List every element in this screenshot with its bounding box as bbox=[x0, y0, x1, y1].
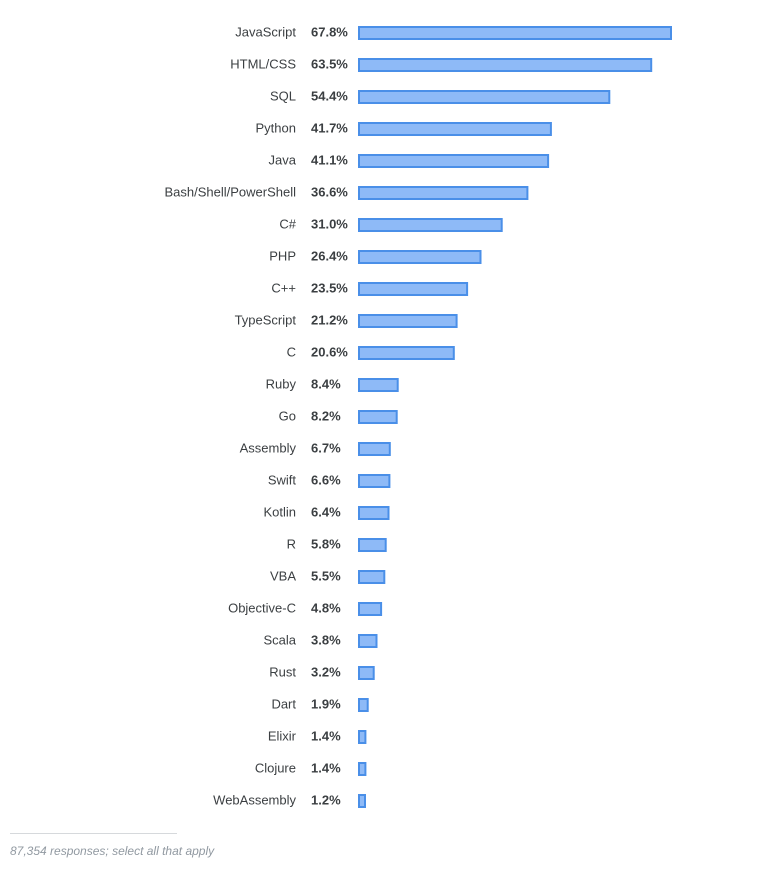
footer-divider bbox=[10, 833, 177, 834]
value-label-clojure: 1.4% bbox=[311, 760, 341, 775]
bar-ruby bbox=[358, 378, 399, 392]
value-label-go: 8.2% bbox=[311, 408, 341, 423]
value-label-webassembly: 1.2% bbox=[311, 792, 341, 807]
value-label-elixir: 1.4% bbox=[311, 728, 341, 743]
bar-elixir bbox=[358, 730, 367, 744]
value-label-php: 26.4% bbox=[311, 248, 348, 263]
bar-kotlin bbox=[358, 506, 390, 520]
bar-webassembly bbox=[358, 794, 366, 808]
category-label-java: Java bbox=[269, 152, 297, 167]
bar-html-css bbox=[358, 58, 653, 72]
category-label-objective-c: Objective-C bbox=[228, 600, 296, 615]
value-label-swift: 6.6% bbox=[311, 472, 341, 487]
value-label-r: 5.8% bbox=[311, 536, 341, 551]
value-label-ruby: 8.4% bbox=[311, 376, 341, 391]
value-label-dart: 1.9% bbox=[311, 696, 341, 711]
bar-typescript bbox=[358, 314, 458, 328]
bar-php bbox=[358, 250, 482, 264]
category-label-ruby: Ruby bbox=[266, 376, 297, 391]
bar-c bbox=[358, 218, 503, 232]
category-label-bash-shell-powershell: Bash/Shell/PowerShell bbox=[164, 184, 296, 199]
value-label-c: 20.6% bbox=[311, 344, 348, 359]
category-label-c: C bbox=[287, 344, 296, 359]
bar-swift bbox=[358, 474, 391, 488]
category-label-c: C++ bbox=[271, 280, 296, 295]
bar-bash-shell-powershell bbox=[358, 186, 529, 200]
category-label-php: PHP bbox=[269, 248, 296, 263]
value-label-rust: 3.2% bbox=[311, 664, 341, 679]
value-label-c: 23.5% bbox=[311, 280, 348, 295]
category-label-python: Python bbox=[256, 120, 296, 135]
value-label-scala: 3.8% bbox=[311, 632, 341, 647]
category-label-rust: Rust bbox=[269, 664, 296, 679]
bar-scala bbox=[358, 634, 378, 648]
bar-clojure bbox=[358, 762, 367, 776]
bar-python bbox=[358, 122, 552, 136]
value-label-objective-c: 4.8% bbox=[311, 600, 341, 615]
footer-responses-note: 87,354 responses; select all that apply bbox=[10, 844, 215, 858]
category-label-scala: Scala bbox=[263, 632, 296, 647]
bar-dart bbox=[358, 698, 369, 712]
value-label-sql: 54.4% bbox=[311, 88, 348, 103]
bar-vba bbox=[358, 570, 386, 584]
bar-sql bbox=[358, 90, 611, 104]
bar-objective-c bbox=[358, 602, 383, 616]
value-label-javascript: 67.8% bbox=[311, 24, 348, 39]
value-label-vba: 5.5% bbox=[311, 568, 341, 583]
bar-c bbox=[358, 346, 455, 360]
category-label-sql: SQL bbox=[270, 88, 296, 103]
category-label-dart: Dart bbox=[271, 696, 296, 711]
category-label-clojure: Clojure bbox=[255, 760, 296, 775]
value-label-c: 31.0% bbox=[311, 216, 348, 231]
value-label-typescript: 21.2% bbox=[311, 312, 348, 327]
category-label-typescript: TypeScript bbox=[235, 312, 297, 327]
category-label-swift: Swift bbox=[268, 472, 297, 487]
category-label-vba: VBA bbox=[270, 568, 296, 583]
bar-c bbox=[358, 282, 469, 296]
bar-go bbox=[358, 410, 398, 424]
value-label-kotlin: 6.4% bbox=[311, 504, 341, 519]
value-label-assembly: 6.7% bbox=[311, 440, 341, 455]
value-label-python: 41.7% bbox=[311, 120, 348, 135]
bar-assembly bbox=[358, 442, 391, 456]
language-popularity-bar-chart: JavaScript 67.8% HTML/CSS 63.5% SQL 54.4% Pyth… bbox=[164, 24, 672, 808]
value-label-html-css: 63.5% bbox=[311, 56, 348, 71]
category-label-webassembly: WebAssembly bbox=[213, 792, 296, 807]
bar-java bbox=[358, 154, 550, 168]
value-label-java: 41.1% bbox=[311, 152, 348, 167]
value-label-bash-shell-powershell: 36.6% bbox=[311, 184, 348, 199]
category-label-kotlin: Kotlin bbox=[263, 504, 296, 519]
category-label-html-css: HTML/CSS bbox=[230, 56, 296, 71]
category-label-javascript: JavaScript bbox=[235, 24, 296, 39]
bar-javascript bbox=[358, 26, 672, 40]
category-label-c: C# bbox=[279, 216, 296, 231]
category-label-elixir: Elixir bbox=[268, 728, 297, 743]
category-label-assembly: Assembly bbox=[240, 440, 297, 455]
bar-rust bbox=[358, 666, 375, 680]
category-label-r: R bbox=[287, 536, 296, 551]
category-label-go: Go bbox=[279, 408, 296, 423]
bar-r bbox=[358, 538, 387, 552]
